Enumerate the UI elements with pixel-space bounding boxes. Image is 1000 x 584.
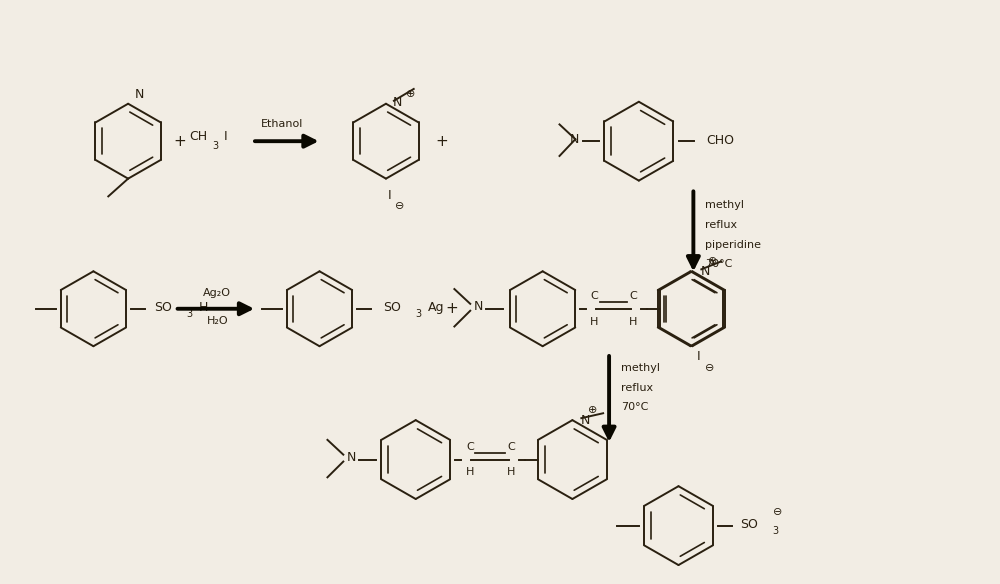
Text: methyl: methyl (621, 363, 660, 373)
Text: 3: 3 (187, 309, 193, 319)
Text: H: H (507, 467, 515, 477)
Text: ⊖: ⊖ (395, 201, 405, 211)
Text: SO: SO (740, 518, 758, 531)
Text: reflux: reflux (621, 383, 653, 392)
Text: +: + (435, 134, 448, 149)
Text: ⊖: ⊖ (773, 507, 782, 517)
Text: reflux: reflux (705, 220, 737, 230)
Text: CH: CH (189, 130, 207, 142)
Text: N: N (473, 300, 483, 313)
Text: methyl: methyl (705, 200, 744, 210)
Text: N: N (700, 265, 710, 278)
Text: C: C (590, 291, 598, 301)
Text: H: H (590, 317, 598, 326)
Text: SO: SO (383, 301, 401, 314)
Text: N: N (347, 451, 356, 464)
Text: ⊖: ⊖ (705, 363, 714, 373)
Text: I: I (388, 189, 392, 202)
Text: Ethanol: Ethanol (261, 119, 303, 130)
Text: N: N (135, 88, 144, 101)
Text: ⊕: ⊕ (406, 89, 415, 99)
Text: C: C (466, 442, 474, 452)
Text: I: I (223, 130, 227, 142)
Text: C: C (629, 291, 637, 301)
Text: +: + (173, 134, 186, 149)
Text: 70°C: 70°C (705, 259, 733, 269)
Text: SO: SO (154, 301, 172, 314)
Text: H: H (629, 317, 637, 326)
Text: H: H (466, 467, 474, 477)
Text: H: H (199, 301, 208, 314)
Text: N: N (570, 133, 579, 146)
Text: H₂O: H₂O (207, 315, 228, 326)
Text: CHO: CHO (706, 134, 734, 147)
Text: N: N (580, 413, 590, 427)
Text: N: N (393, 96, 402, 109)
Text: 70°C: 70°C (621, 402, 648, 412)
Text: piperidine: piperidine (705, 239, 761, 250)
Text: ⊕: ⊕ (588, 405, 597, 415)
Text: 3: 3 (416, 309, 422, 319)
Text: Ag₂O: Ag₂O (203, 288, 231, 298)
Text: ⊕: ⊕ (708, 256, 717, 266)
Text: +: + (445, 301, 458, 317)
Text: 3: 3 (773, 526, 779, 536)
Text: C: C (507, 442, 515, 452)
Text: Ag: Ag (428, 301, 444, 314)
Text: I: I (697, 350, 700, 363)
Text: 3: 3 (212, 141, 218, 151)
